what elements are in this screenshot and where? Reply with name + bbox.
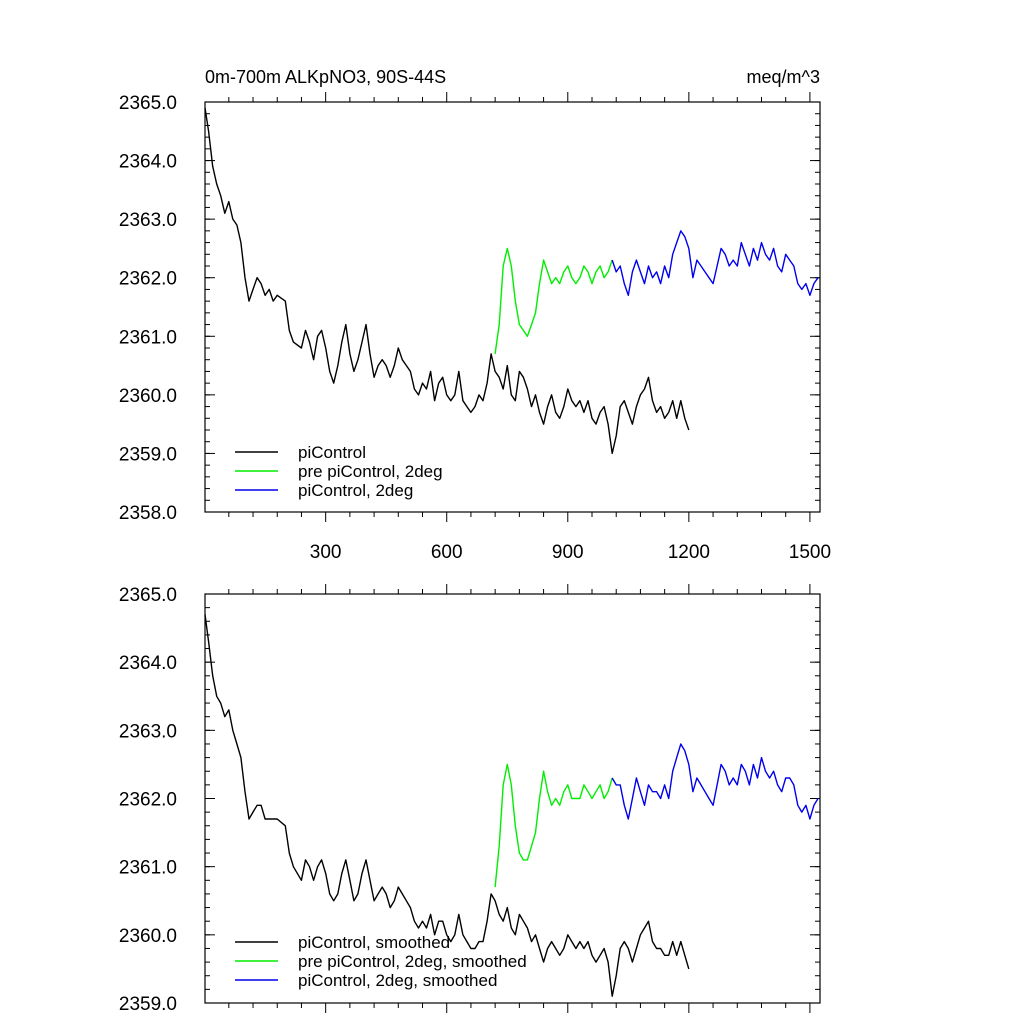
y-tick-label: 2365.0 — [119, 93, 177, 114]
y-tick-label: 2363.0 — [119, 721, 177, 742]
y-tick-label: 2360.0 — [119, 386, 177, 407]
y-tick-label: 2365.0 — [119, 585, 177, 606]
bottom-panel: 2365.0 2364.0 2363.0 2362.0 2361.0 2360.0 2359… — [119, 584, 821, 1015]
series-line — [494, 763, 613, 888]
y-tick-label: 2360.0 — [119, 926, 177, 947]
x-tick-label: 300 — [310, 542, 342, 563]
plot-frame — [204, 101, 821, 513]
legend-label: piControl — [298, 443, 366, 462]
chart-units: meq/m^3 — [747, 67, 820, 87]
y-tick-label: 2359.0 — [119, 994, 177, 1015]
legend-label: pre piControl, 2deg, smoothed — [298, 952, 527, 971]
y-tick-label: 2364.0 — [119, 152, 177, 173]
top-panel: 2365.0 2364.0 2363.0 2362.0 2361.0 2360.0 2359… — [119, 92, 831, 563]
series-line — [494, 247, 613, 354]
x-tick-label: 900 — [552, 542, 584, 563]
x-tick-label: 1500 — [789, 542, 831, 563]
y-tick-label: 2361.0 — [119, 327, 177, 348]
chart-title: 0m-700m ALKpNO3, 90S-44S — [205, 67, 446, 87]
y-tick-label: 2362.0 — [119, 269, 177, 290]
series-line — [611, 230, 819, 296]
legend-label: piControl, 2deg, smoothed — [298, 971, 497, 990]
y-tick-label: 2361.0 — [119, 858, 177, 879]
series-line — [204, 107, 690, 455]
x-tick-label: 1200 — [668, 542, 710, 563]
y-tick-label: 2359.0 — [119, 444, 177, 465]
x-tick-label: 600 — [431, 542, 463, 563]
legend-label: pre piControl, 2deg — [298, 462, 443, 481]
legend-label: piControl, smoothed — [298, 933, 450, 952]
legend-label: piControl, 2deg — [298, 481, 413, 500]
y-tick-label: 2358.0 — [119, 503, 177, 524]
y-tick-label: 2362.0 — [119, 790, 177, 811]
series-line — [611, 743, 819, 820]
y-tick-label: 2364.0 — [119, 653, 177, 674]
series-line — [204, 614, 690, 997]
y-tick-label: 2363.0 — [119, 210, 177, 231]
